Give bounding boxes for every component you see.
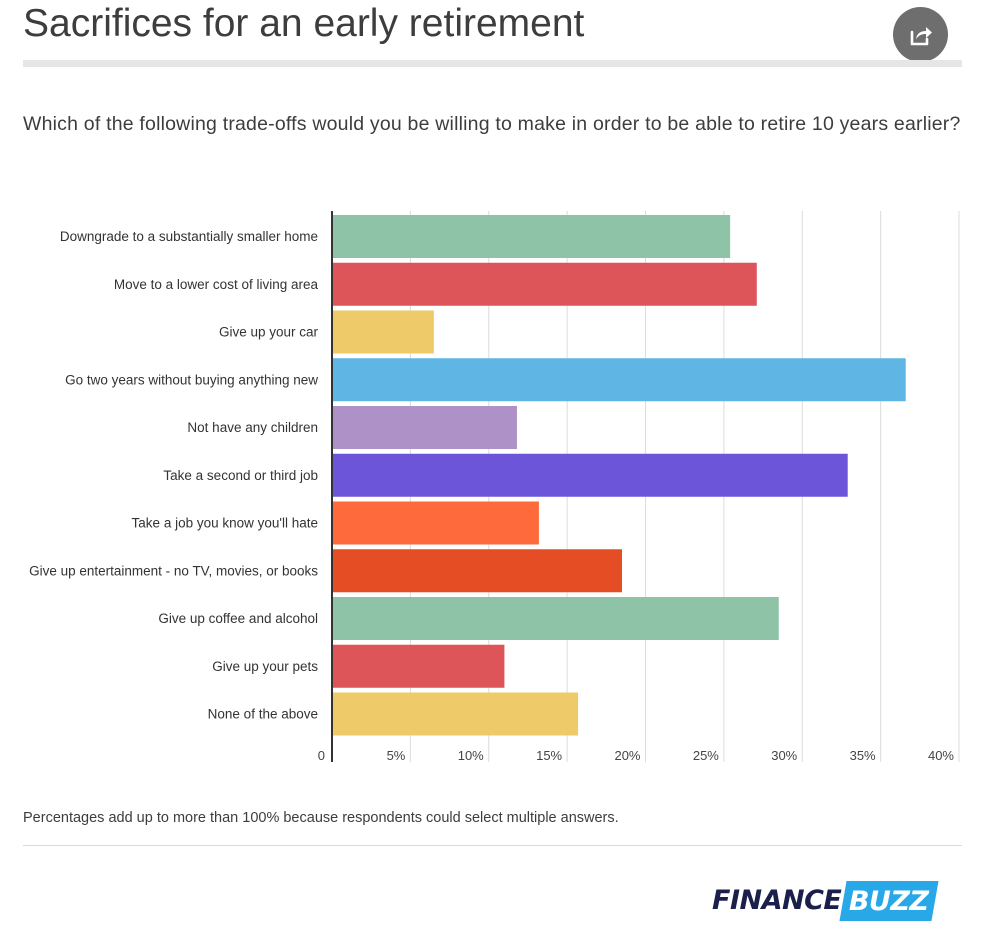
title-divider [23, 60, 962, 67]
chart-subtitle: Which of the following trade-offs would … [23, 113, 961, 135]
chart-title: Sacrifices for an early retirement [23, 2, 585, 45]
category-label: Give up your pets [212, 659, 318, 674]
category-label: Give up your car [219, 325, 319, 340]
bar[interactable] [332, 692, 579, 736]
bar[interactable] [332, 358, 906, 402]
x-tick-label: 30% [771, 748, 797, 763]
x-tick-label: 25% [693, 748, 719, 763]
category-label: Move to a lower cost of living area [114, 277, 319, 292]
bar[interactable] [332, 501, 539, 545]
category-label: Give up coffee and alcohol [158, 611, 318, 626]
bar[interactable] [332, 262, 757, 306]
bar[interactable] [332, 597, 779, 640]
x-tick-label: 5% [387, 748, 406, 763]
category-label: Downgrade to a substantially smaller hom… [60, 229, 318, 244]
bars [332, 215, 906, 736]
logo-buzz-badge: BUZZ [839, 881, 939, 921]
bar[interactable] [332, 644, 505, 688]
logo-text-buzz: BUZZ [849, 886, 929, 917]
category-label: None of the above [208, 707, 318, 722]
category-label: Give up entertainment - no TV, movies, o… [29, 563, 318, 578]
bar[interactable] [332, 215, 731, 258]
bar[interactable] [332, 406, 517, 449]
category-label: Take a second or third job [163, 468, 318, 483]
share-icon [910, 26, 932, 45]
bar[interactable] [332, 453, 848, 497]
x-tick-label: 35% [850, 748, 876, 763]
category-label: Go two years without buying anything new [65, 372, 318, 387]
bar[interactable] [332, 549, 622, 593]
x-tick-label: 10% [458, 748, 484, 763]
financebuzz-logo: FINANCE BUZZ [712, 880, 939, 922]
x-tick-label: 40% [928, 748, 954, 763]
x-tick-label: 20% [614, 748, 640, 763]
logo-text-finance: FINANCE [712, 885, 842, 916]
footnote: Percentages add up to more than 100% bec… [23, 810, 619, 826]
share-button[interactable] [893, 7, 948, 62]
x-tick-label: 15% [536, 748, 562, 763]
category-labels: Downgrade to a substantially smaller hom… [29, 229, 318, 722]
footer-divider [23, 845, 962, 846]
x-tick-label: 0 [318, 748, 325, 763]
x-tick-labels: 0 5% 10% 15% 20% 25% 30% 35% 40% [318, 748, 955, 763]
bar[interactable] [332, 310, 434, 354]
category-label: Take a job you know you'll hate [132, 516, 318, 531]
category-label: Not have any children [187, 420, 318, 435]
bar-chart: Downgrade to a substantially smaller hom… [29, 211, 960, 763]
